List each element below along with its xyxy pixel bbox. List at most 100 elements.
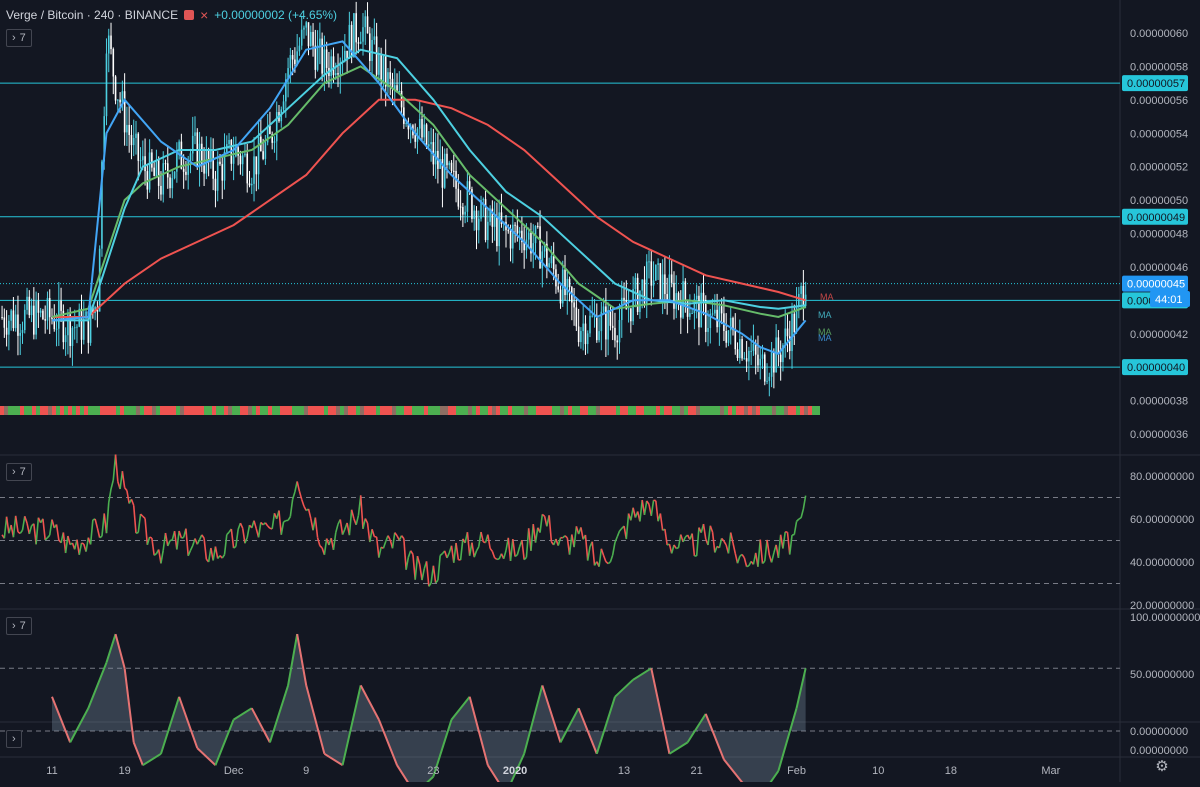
candle-body [8,321,10,335]
candle-body [619,320,621,342]
rsi-segment [204,538,206,559]
symbol-title[interactable]: Verge / Bitcoin · 240 · BINANCE [6,8,178,22]
trend-bar-cell [660,406,664,415]
candle-body [162,163,164,194]
trend-bar-cell [80,406,84,415]
trend-bar-cell [712,406,716,415]
rsi-segment [265,523,267,526]
candle-body [696,296,698,299]
trend-bar-cell [560,406,564,415]
rsi-segment [379,547,381,557]
candle-body [115,76,117,100]
rsi-segment [111,480,113,489]
candle-body [448,163,450,165]
panel-expand-toggle[interactable]: › [6,730,22,748]
candle-body [514,225,516,226]
close-icon[interactable]: × [200,10,208,20]
trend-bar-cell [676,406,680,415]
settings-gear-icon[interactable]: ⚙ [1154,759,1170,775]
trend-bar-cell [348,406,352,415]
ma-series-label-1: MA [818,310,832,320]
candle-body [212,149,214,178]
candle-body [653,280,655,285]
x-tick-label: 18 [945,765,957,777]
trend-bar-cell [548,406,552,415]
candle-body [582,324,584,331]
candle-body [721,306,723,313]
trend-bar-cell [296,406,300,415]
candle-body [446,154,448,165]
candle-body [249,183,251,185]
candle-body [228,140,230,144]
candle-body [739,339,741,358]
rsi-segment [336,524,338,532]
candle-body [759,359,761,366]
trend-bar-cell [520,406,524,415]
trend-bar-cell [392,406,396,415]
rsi-segment [131,499,133,505]
rsi-segment [352,510,354,519]
rsi-segment [440,554,442,556]
series-color-icon[interactable] [184,10,194,20]
candle-body [326,49,328,67]
main-indicators-toggle[interactable]: › 7 [6,29,32,47]
rsi-segment [290,499,292,516]
candle-body [750,351,752,352]
trend-bar-cell [216,406,220,415]
candle-body [265,142,267,159]
trend-bar-cell [376,406,380,415]
trend-bar-cell [508,406,512,415]
rsi-segment [767,540,769,555]
trend-bar-cell [724,406,728,415]
candle-body [700,293,702,328]
rsi-segment [604,555,606,561]
candle-body [60,301,62,311]
candle-body [737,349,739,358]
rsi-indicators-toggle[interactable]: › 7 [6,463,32,481]
rsi-segment [225,535,227,555]
rsi-segment [411,551,413,555]
trend-bar-cell [652,406,656,415]
trend-bar-cell [704,406,708,415]
candle-body [274,141,276,143]
candle-body [787,329,789,337]
rsi-segment [585,535,587,561]
rsi-segment [765,540,767,561]
rsi-segment [747,566,749,567]
candle-body [108,36,110,54]
candle-body [780,355,782,362]
candle-body [494,217,496,227]
rsi-segment [728,533,730,554]
candle-body [72,328,74,346]
candle-body [349,25,351,59]
chevron-right-icon: › [12,733,16,745]
trend-bar-cell [176,406,180,415]
chevron-right-icon: › [12,620,16,632]
candle-body [685,281,687,300]
candle-body [376,36,378,74]
rsi-segment [617,531,619,537]
rsi-segment [245,537,247,543]
candle-body [741,339,743,358]
candle-body [149,152,151,189]
trend-bar-cell [368,406,372,415]
trend-bar-cell [764,406,768,415]
rsi-segment [22,516,24,530]
trend-bar-cell [780,406,784,415]
price-tick-label: 0.00000042 [1130,329,1188,341]
candle-body [22,330,24,333]
rsi-segment [281,522,283,535]
rsi-segment [372,529,374,536]
trend-bar-cell [48,406,52,415]
trend-bar-cell [672,406,676,415]
rsi-segment [361,495,363,528]
rsi-segment [190,546,192,551]
rsi-segment [656,501,658,522]
candle-body [612,326,614,328]
rsi-segment [610,555,612,562]
trend-bar-cell [352,406,356,415]
osc-indicators-toggle[interactable]: › 7 [6,617,32,635]
chevron-right-icon: › [12,32,16,44]
candle-body [800,286,802,294]
trend-bar-cell [316,406,320,415]
